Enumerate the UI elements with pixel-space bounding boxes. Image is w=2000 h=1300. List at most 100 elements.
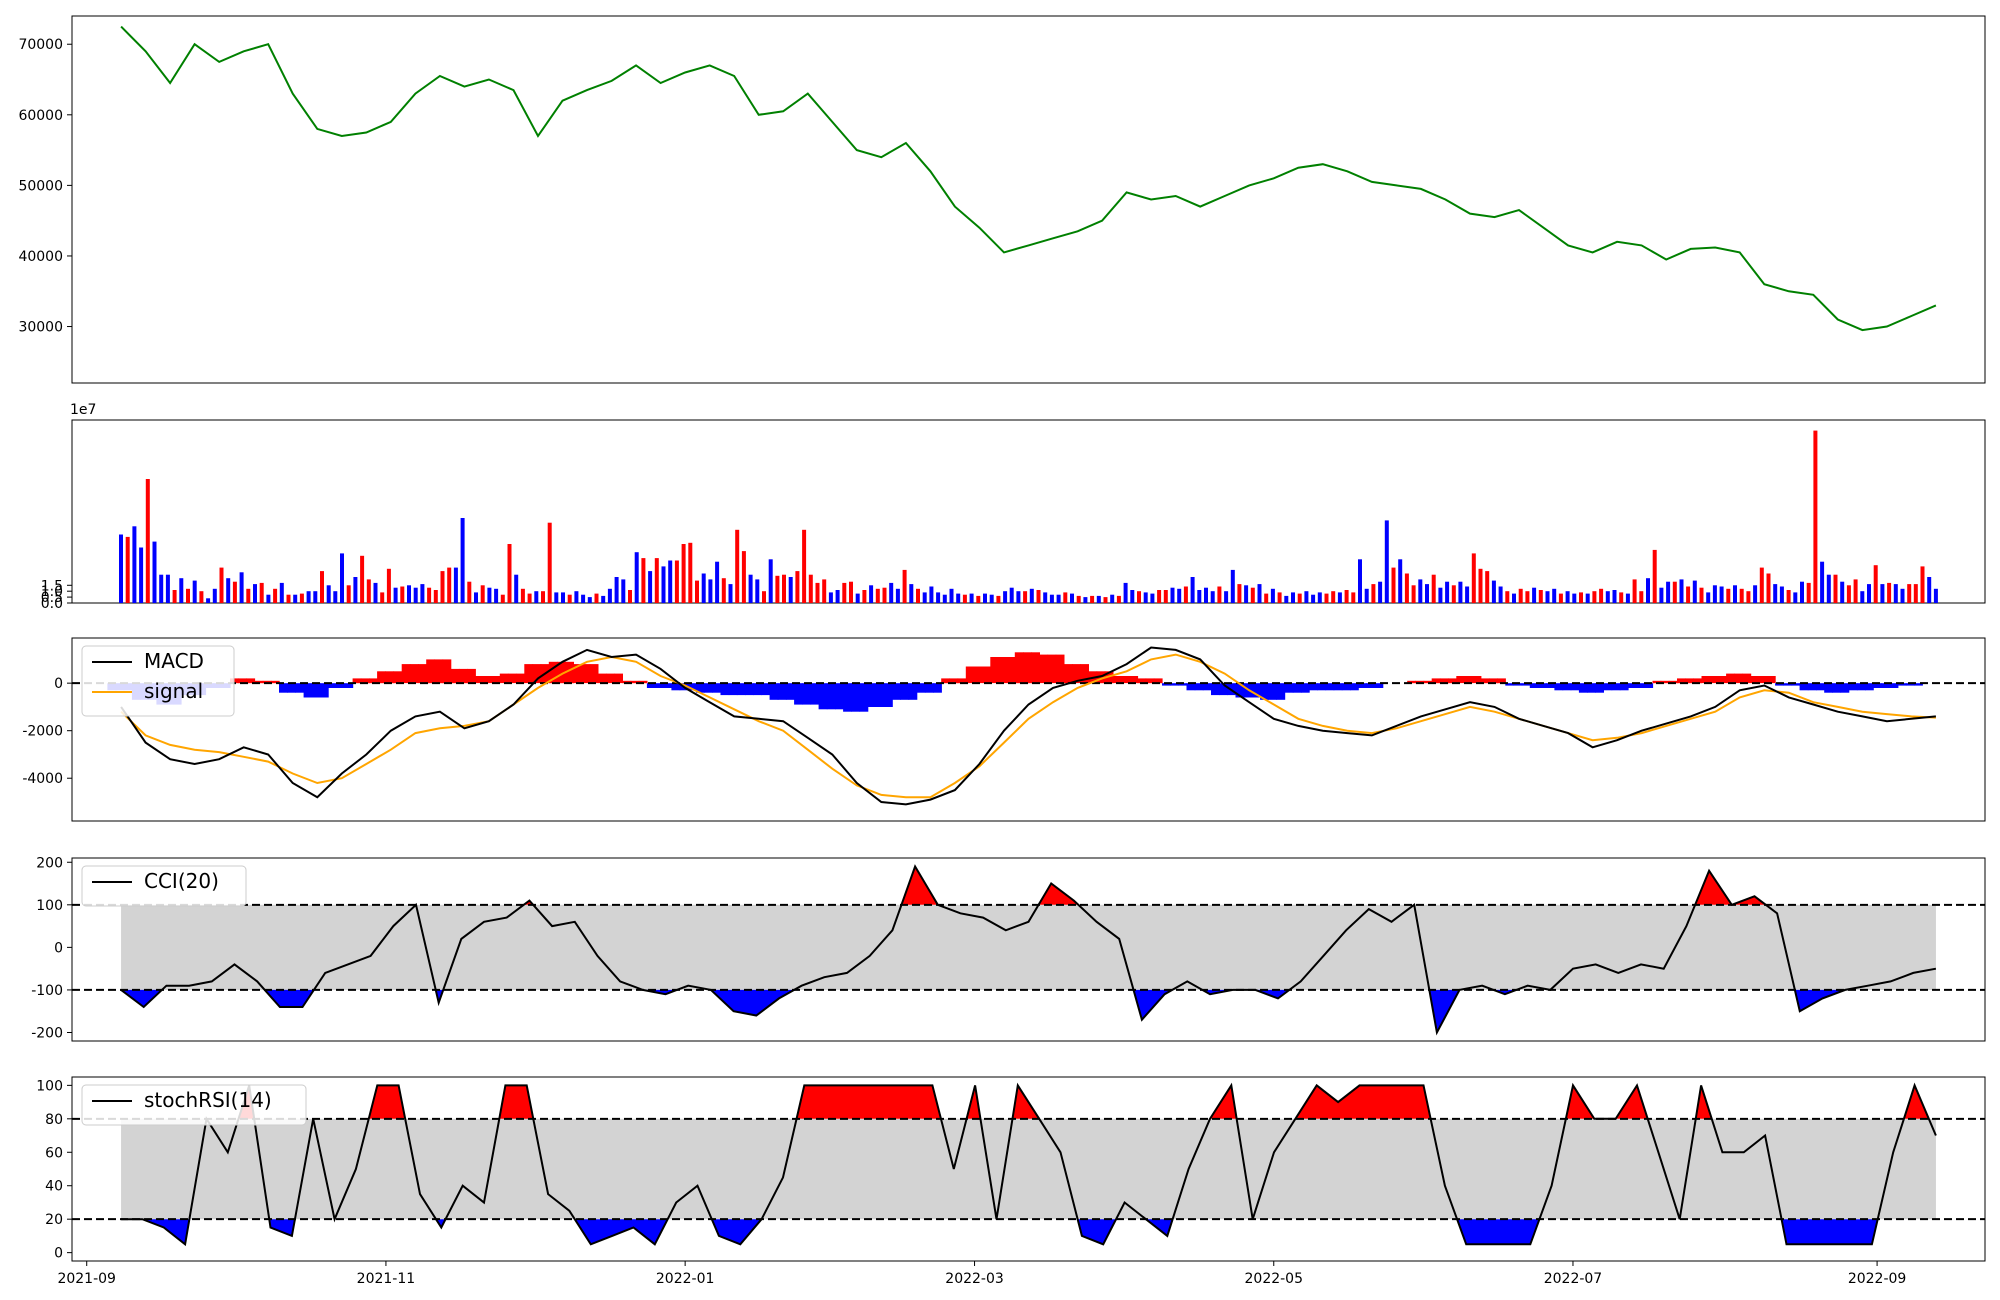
- volume-bar: [1505, 591, 1510, 603]
- price-line: [120, 25, 1937, 332]
- macd-histogram-bar: [1611, 683, 1621, 691]
- macd-histogram-bar: [1251, 683, 1261, 698]
- plot-frame: [71, 419, 1986, 604]
- macd-histogram-bar: [475, 676, 484, 684]
- y-tick-label: 200: [36, 855, 63, 871]
- volume-bar: [1706, 592, 1711, 603]
- y-tick-label: 40: [45, 1179, 63, 1195]
- macd-histogram-bar: [1570, 683, 1580, 691]
- macd-histogram-bar: [369, 678, 378, 684]
- volume-bar: [1391, 567, 1396, 603]
- volume-bar: [1244, 585, 1249, 603]
- y-tick-label: 1.5: [41, 578, 63, 594]
- macd-histogram-bar: [1840, 683, 1850, 693]
- macd-histogram-bar: [1211, 683, 1220, 696]
- volume-bar: [232, 581, 237, 603]
- macd-histogram-bar: [401, 664, 411, 684]
- macd-histogram-bar: [630, 680, 640, 684]
- volume-bar: [119, 534, 123, 603]
- macd-histogram-bar: [1791, 683, 1801, 686]
- macd-histogram-bar: [606, 673, 615, 684]
- volume-bar: [1210, 591, 1215, 603]
- macd-histogram-bar: [1636, 683, 1645, 688]
- volume-bar: [1666, 581, 1671, 603]
- legend-label: CCI(20): [144, 869, 219, 893]
- macd-histogram-bar: [1055, 654, 1065, 684]
- macd-histogram-bar: [818, 683, 828, 710]
- macd-histogram-bar: [1766, 676, 1776, 684]
- plot-frame: [71, 1076, 1986, 1262]
- stochrsi-overbought-fill: [1295, 1085, 1431, 1119]
- volume-bar: [172, 590, 177, 603]
- x-tick-label: 2022-01: [656, 1271, 715, 1287]
- macd-histogram-bar: [728, 683, 738, 696]
- macd-histogram-bar: [1578, 683, 1588, 693]
- volume-bar: [340, 553, 344, 603]
- volume-bar: [976, 595, 981, 603]
- volume-bar: [1739, 588, 1744, 603]
- volume-bar: [1291, 592, 1295, 603]
- cci-panel: -200 -100 0 100 200 CCI(20): [31, 855, 1986, 1042]
- macd-histogram-bar: [1848, 683, 1858, 691]
- macd-histogram-bar: [507, 673, 517, 684]
- volume-bar: [681, 544, 686, 603]
- macd-histogram-bar: [843, 683, 852, 712]
- volume-bar: [420, 584, 425, 603]
- stochrsi-overbought-fill: [1012, 1085, 1040, 1119]
- macd-histogram-bar: [262, 680, 272, 684]
- volume-bar: [1277, 592, 1282, 603]
- volume-bar: [574, 591, 579, 603]
- legend-label: MACD: [144, 649, 204, 673]
- volume-bar: [1398, 559, 1403, 603]
- macd-histogram-bar: [1881, 683, 1891, 688]
- volume-bar: [1351, 592, 1356, 603]
- volume-bar: [514, 574, 519, 603]
- volume-bar: [1605, 591, 1610, 603]
- volume-bar: [929, 586, 934, 603]
- volume-bar: [869, 585, 874, 603]
- macd-histogram-bar: [491, 676, 501, 684]
- macd-histogram-bar: [810, 683, 820, 705]
- macd-histogram-bar: [1333, 683, 1343, 691]
- macd-histogram-bar: [1080, 664, 1089, 684]
- macd-histogram-bar: [1284, 683, 1294, 693]
- volume-bar: [909, 584, 914, 603]
- volume-bar: [226, 578, 231, 603]
- volume-bar: [1612, 590, 1617, 603]
- x-axis: 2021-09 2021-11 2022-01 2022-03 2022-05 2022-…: [57, 1261, 1906, 1287]
- macd-histogram-bar: [1505, 683, 1515, 686]
- volume-bar: [795, 571, 800, 603]
- volume-bar: [1646, 578, 1650, 603]
- macd-histogram-bar: [1726, 673, 1735, 684]
- cci-oversold-fill: [1493, 989, 1517, 995]
- volume-bar: [1431, 574, 1436, 603]
- volume-bar: [1157, 590, 1162, 603]
- volume-bar: [1746, 591, 1751, 603]
- volume-bar: [1545, 591, 1550, 603]
- volume-bar: [875, 588, 880, 603]
- volume-bar: [1920, 566, 1925, 603]
- x-tick-label: 2022-03: [945, 1271, 1004, 1287]
- volume-bar: [1170, 587, 1175, 603]
- volume-bar: [1217, 586, 1222, 603]
- volume-bar: [1445, 581, 1450, 603]
- volume-bar: [701, 573, 706, 603]
- volume-bar: [1712, 585, 1717, 603]
- macd-histogram-bar: [1374, 683, 1384, 688]
- volume-bar: [1090, 595, 1095, 603]
- volume-bar: [239, 572, 244, 603]
- volume-bar: [1846, 585, 1851, 603]
- volume-bar: [159, 574, 164, 603]
- volume-bar: [1204, 587, 1208, 603]
- volume-bar: [132, 526, 137, 603]
- volume-bar: [1438, 587, 1443, 603]
- volume-bar: [741, 551, 746, 603]
- volume-bar: [902, 569, 907, 603]
- macd-histogram-bar: [1513, 683, 1523, 686]
- volume-bar: [534, 591, 539, 603]
- legend-box: [81, 865, 247, 907]
- volume-bar: [668, 560, 673, 603]
- stochrsi-panel: 0 20 40 60 80 100 stochRSI(14): [36, 1076, 1986, 1262]
- macd-histogram-bar: [646, 683, 656, 688]
- volume-bar: [1592, 591, 1597, 603]
